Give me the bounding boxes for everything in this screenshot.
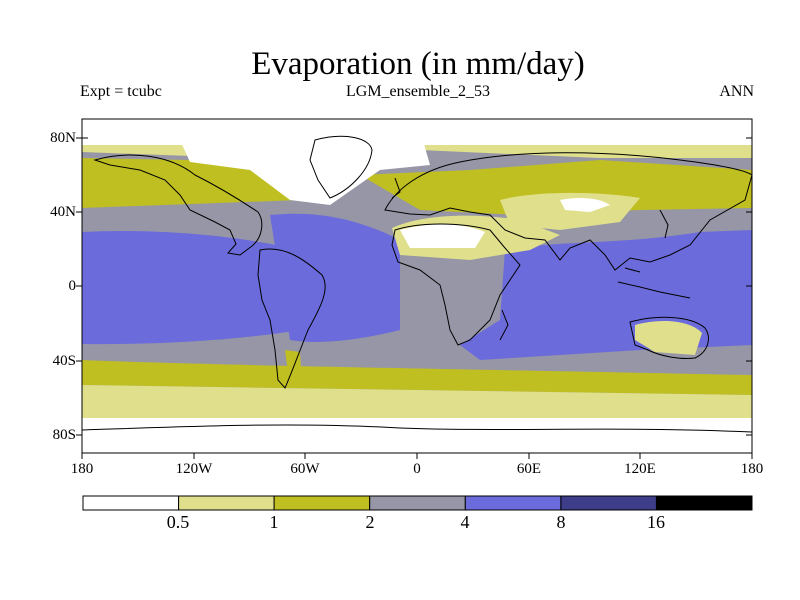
coast-antarctica	[81, 424, 753, 433]
lat-label-80s: 80S	[52, 427, 76, 443]
colorbar-swatch	[82, 495, 180, 511]
coast-greenland	[309, 135, 373, 199]
lon-label-120w: 120W	[175, 461, 213, 477]
colorbar-label-16: 16	[647, 512, 665, 532]
lon-label-180e: 180	[740, 461, 764, 477]
lon-label-0: 0	[413, 461, 421, 477]
sahara-core	[400, 224, 485, 248]
season-label: ANN	[719, 83, 754, 100]
asia-core	[560, 197, 610, 212]
coast-eurasia	[384, 152, 753, 271]
lat-label-40s: 40S	[52, 353, 76, 369]
colorbar-swatch	[464, 495, 562, 511]
band-north-olive-east	[360, 160, 752, 215]
coast-south-america	[257, 248, 326, 389]
lon-label-120e: 120E	[624, 461, 656, 477]
colorbar-label-2: 2	[365, 512, 375, 532]
band-north-olive	[82, 158, 300, 208]
atlantic-blue	[270, 213, 400, 342]
pacific-blue	[82, 230, 300, 345]
band-south-light	[82, 385, 752, 420]
colorbar-label-8: 8	[556, 512, 566, 532]
colorbar-swatch	[655, 495, 753, 511]
coast-indonesia	[617, 267, 691, 299]
lon-label-60e: 60E	[516, 461, 542, 477]
experiment-label: Expt = tcubc	[80, 83, 162, 100]
australia-dry	[635, 321, 702, 355]
coast-north-america	[93, 154, 263, 256]
lat-label-40n: 40N	[50, 204, 76, 220]
colorbar-swatch	[178, 495, 275, 511]
axis-ticks	[76, 137, 753, 459]
coast-japan	[659, 209, 669, 239]
coast-australia	[629, 316, 709, 359]
arctic-white	[180, 128, 430, 205]
coast-british-isles	[391, 177, 401, 199]
colorbar-label-1: 1	[269, 512, 279, 532]
lon-label-180w: 180	[70, 461, 94, 477]
colorbar-label-4: 4	[460, 512, 470, 532]
ensemble-label: LGM_ensemble_2_53	[346, 83, 490, 100]
colorbar-label-0-5: 0.5	[166, 512, 190, 532]
colorbar-swatch	[273, 495, 371, 511]
band-south-white	[82, 418, 752, 453]
band-south-olive	[82, 360, 752, 395]
plot-title: Evaporation (in mm/day)	[251, 46, 585, 82]
lon-label-60w: 60W	[290, 461, 320, 477]
lat-label-80n: 80N	[50, 130, 76, 146]
lat-label-0: 0	[68, 278, 77, 294]
colorbar-swatch	[560, 495, 658, 511]
asia-dry	[500, 192, 640, 230]
colorbar-swatch	[369, 495, 466, 511]
coast-africa	[391, 223, 521, 346]
coast-madagascar	[499, 309, 509, 341]
